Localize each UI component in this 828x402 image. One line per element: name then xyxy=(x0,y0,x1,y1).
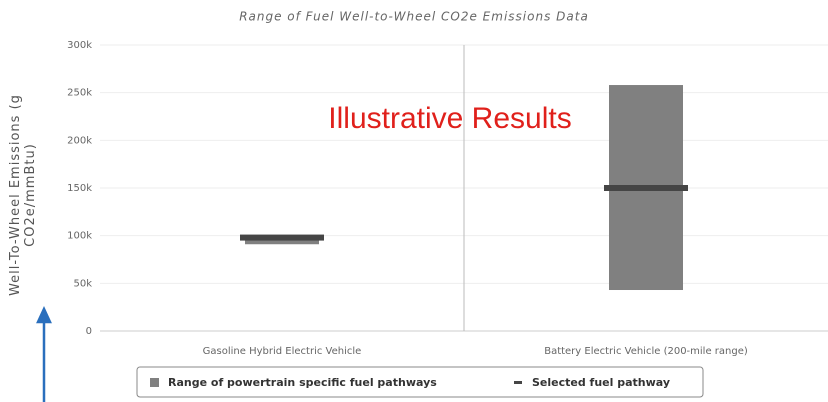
y-tick-label: 250k xyxy=(67,88,92,99)
selected-marker xyxy=(240,234,324,241)
legend-swatch xyxy=(150,378,159,387)
y-axis-label: Well-To-Wheel Emissions (g CO2e/mmBtu) xyxy=(8,94,38,296)
chart-title: Range of Fuel Well-to-Wheel CO2e Emissio… xyxy=(239,10,589,24)
y-tick-label: 150k xyxy=(67,183,92,194)
x-tick-label: Battery Electric Vehicle (200-mile range… xyxy=(544,346,748,357)
arrow xyxy=(36,306,52,402)
legend-label: Selected fuel pathway xyxy=(532,376,670,389)
y-tick-label: 100k xyxy=(67,231,92,242)
range-bar xyxy=(245,237,319,245)
x-tick-label: Gasoline Hybrid Electric Vehicle xyxy=(203,346,362,357)
annotation: Illustrative Results xyxy=(328,102,571,135)
y-tick-label: 50k xyxy=(73,278,92,289)
legend-swatch xyxy=(514,381,522,384)
selected-marker xyxy=(604,185,688,191)
legend-label: Range of powertrain specific fuel pathwa… xyxy=(168,376,437,389)
y-tick-label: 300k xyxy=(67,40,92,51)
y-tick-label: 0 xyxy=(86,326,92,337)
y-tick-label: 200k xyxy=(67,135,92,146)
legend-box xyxy=(136,366,704,398)
